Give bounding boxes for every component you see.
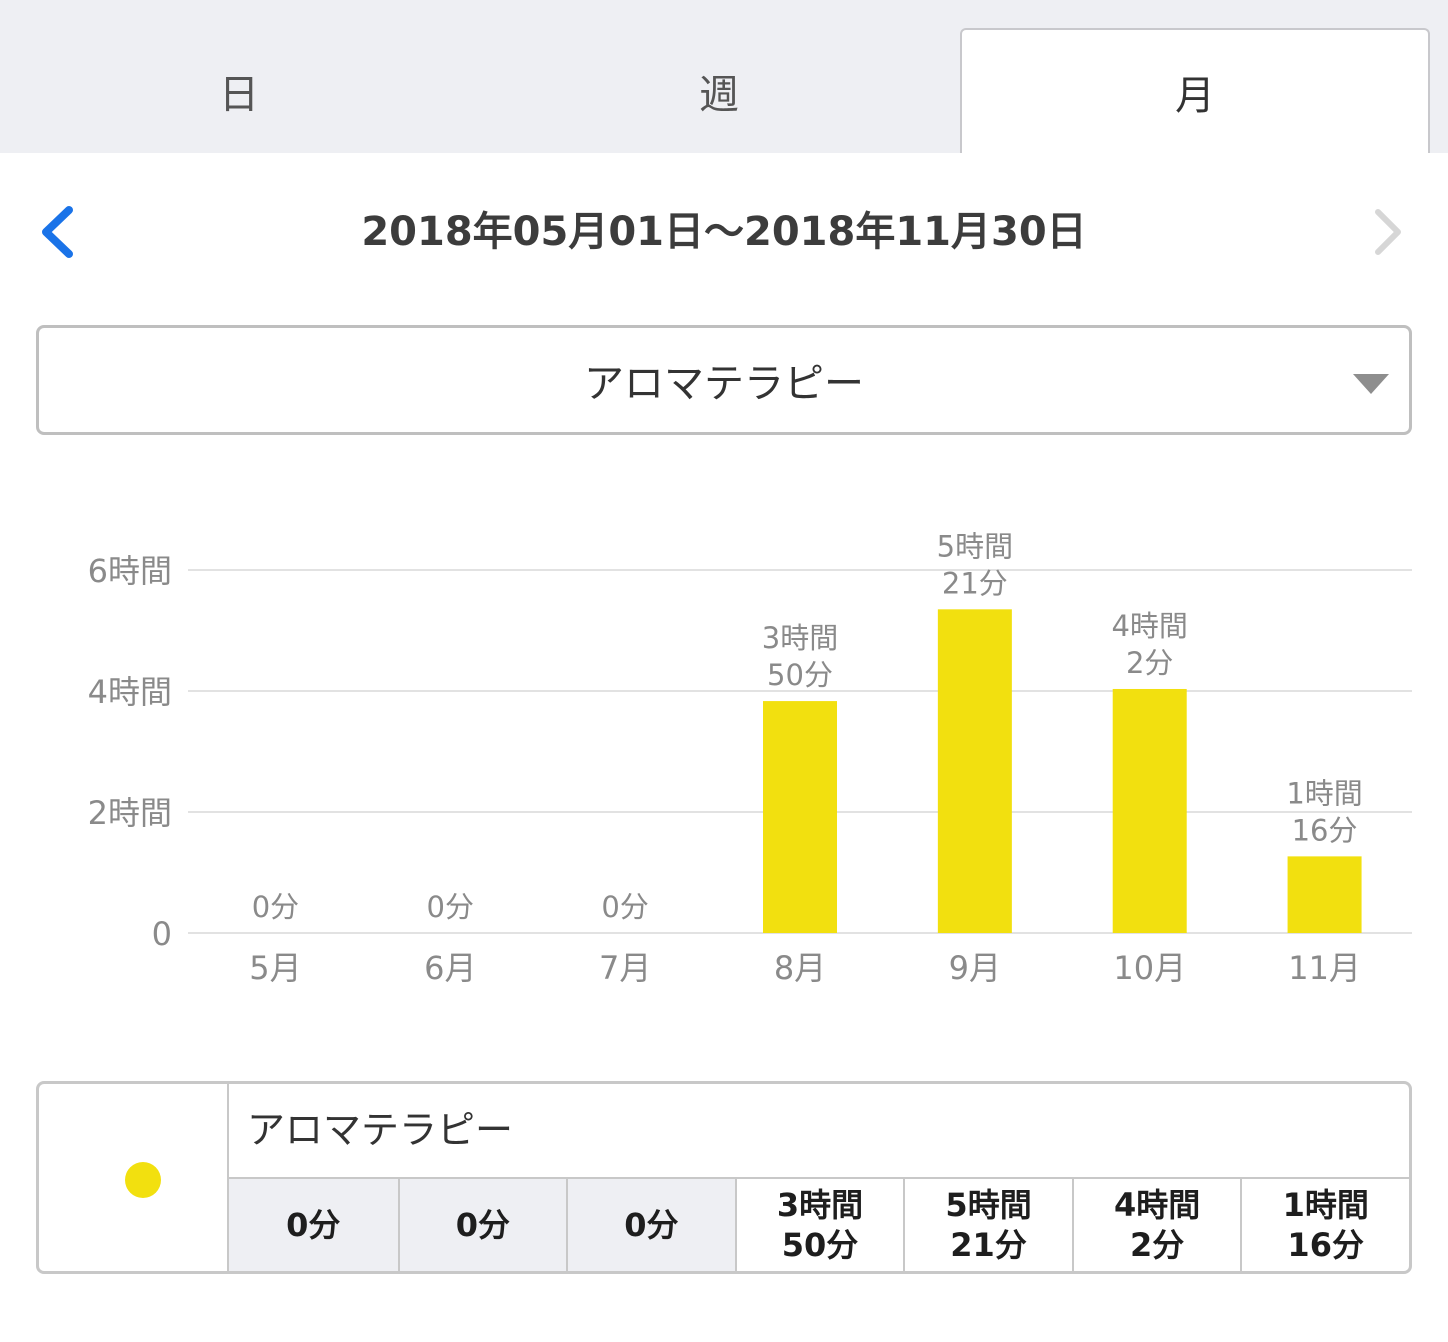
bar-value-label: 2分 bbox=[1126, 646, 1173, 680]
bar-value-label: 0分 bbox=[252, 890, 299, 924]
bar-value-label: 50分 bbox=[767, 658, 833, 692]
legend-value-text: 16分 bbox=[1287, 1226, 1364, 1264]
bar-value-label: 3時間 bbox=[762, 621, 838, 655]
category-select-value: アロマテラピー bbox=[584, 361, 864, 407]
legend-value-text: 21分 bbox=[950, 1226, 1027, 1264]
bar-value-label: 21分 bbox=[942, 566, 1008, 600]
legend-value-text: 0分 bbox=[455, 1206, 510, 1244]
bar-value-label: 0分 bbox=[427, 890, 474, 924]
legend-values-row: 0分 0分 0分 3時間 50分 5時間 21分 4時間 2分 1時間 16分 bbox=[229, 1179, 1409, 1271]
bar bbox=[763, 701, 837, 933]
legend-color-cell bbox=[39, 1084, 229, 1271]
previous-period-button[interactable] bbox=[36, 202, 86, 262]
x-tick-label: 10月 bbox=[1113, 949, 1186, 987]
legend-value-text: 1時間 bbox=[1282, 1186, 1369, 1224]
legend-value-text: 0分 bbox=[286, 1206, 341, 1244]
x-tick-label: 8月 bbox=[774, 949, 826, 987]
category-select[interactable]: アロマテラピー bbox=[36, 325, 1412, 435]
legend-value-cell: 4時間 2分 bbox=[1071, 1179, 1241, 1271]
legend-value-cell: 3時間 50分 bbox=[734, 1179, 904, 1271]
bar-value-label: 5時間 bbox=[937, 529, 1013, 563]
y-tick-label: 6時間 bbox=[88, 552, 172, 590]
chevron-left-icon bbox=[42, 206, 73, 258]
legend-value-cell: 5時間 21分 bbox=[903, 1179, 1072, 1271]
legend-value-text: 50分 bbox=[781, 1226, 859, 1264]
bar-value-label: 0分 bbox=[601, 890, 648, 924]
legend-value-text: 2分 bbox=[1129, 1226, 1185, 1264]
bar bbox=[1287, 856, 1362, 933]
y-tick-label: 2時間 bbox=[88, 794, 172, 832]
next-period-button[interactable] bbox=[1364, 202, 1414, 262]
x-tick-label: 5月 bbox=[249, 949, 301, 987]
x-tick-label: 6月 bbox=[424, 949, 476, 987]
tab-day[interactable]: 日 bbox=[219, 71, 259, 118]
legend-series-name: アロマテラピー bbox=[229, 1084, 1409, 1179]
legend-value-text: 3時間 bbox=[776, 1186, 864, 1224]
chevron-right-icon bbox=[1375, 209, 1401, 255]
tab-month[interactable]: 月 bbox=[960, 28, 1430, 153]
x-tick-label: 7月 bbox=[599, 949, 651, 987]
bar bbox=[937, 609, 1012, 933]
legend-value-cell: 0分 bbox=[229, 1179, 398, 1271]
legend-value-text: 5時間 bbox=[945, 1186, 1032, 1224]
legend-table: アロマテラピー 0分 0分 0分 3時間 50分 5時間 21分 4時間 2分 1時間 16分 bbox=[36, 1081, 1412, 1274]
legend-value-cell: 1時間 16分 bbox=[1240, 1179, 1409, 1271]
bar-value-label: 16分 bbox=[1292, 813, 1358, 847]
bar-value-label: 1時間 bbox=[1286, 776, 1362, 810]
tab-week[interactable]: 週 bbox=[699, 71, 739, 118]
legend-value-text: 4時間 bbox=[1113, 1186, 1201, 1224]
legend-color-dot bbox=[125, 1162, 161, 1198]
y-tick-label: 0 bbox=[152, 915, 172, 953]
bar bbox=[1112, 688, 1187, 933]
period-tab-bar: 日 週 月 bbox=[0, 0, 1448, 153]
x-tick-label: 9月 bbox=[949, 949, 1001, 987]
legend-value-text: 0分 bbox=[624, 1206, 679, 1244]
bar-value-label: 4時間 bbox=[1111, 609, 1187, 643]
x-tick-label: 11月 bbox=[1288, 949, 1361, 987]
y-tick-label: 4時間 bbox=[88, 673, 172, 711]
legend-value-cell: 0分 bbox=[566, 1179, 735, 1271]
legend-value-cell: 0分 bbox=[397, 1179, 567, 1271]
caret-down-icon bbox=[1353, 374, 1389, 394]
date-range-title: 2018年05月01日～2018年11月30日 bbox=[361, 209, 1087, 255]
